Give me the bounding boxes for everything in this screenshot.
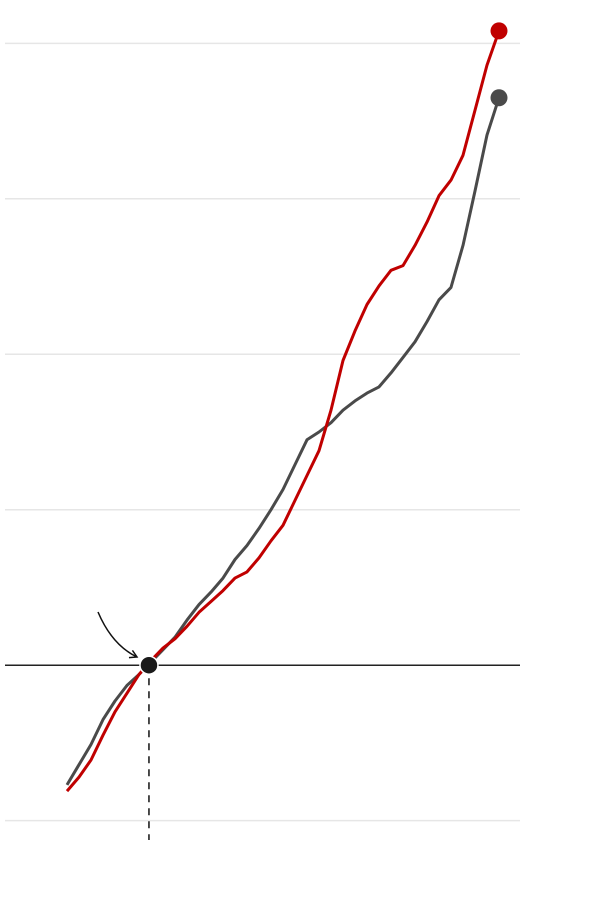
end-dot (490, 89, 508, 107)
end-dot (490, 22, 508, 40)
series-line (65, 30, 501, 793)
arrow (97, 611, 139, 659)
series-line (65, 97, 501, 786)
reference-dot (139, 655, 159, 675)
grid (5, 42, 520, 822)
plot (65, 22, 508, 840)
